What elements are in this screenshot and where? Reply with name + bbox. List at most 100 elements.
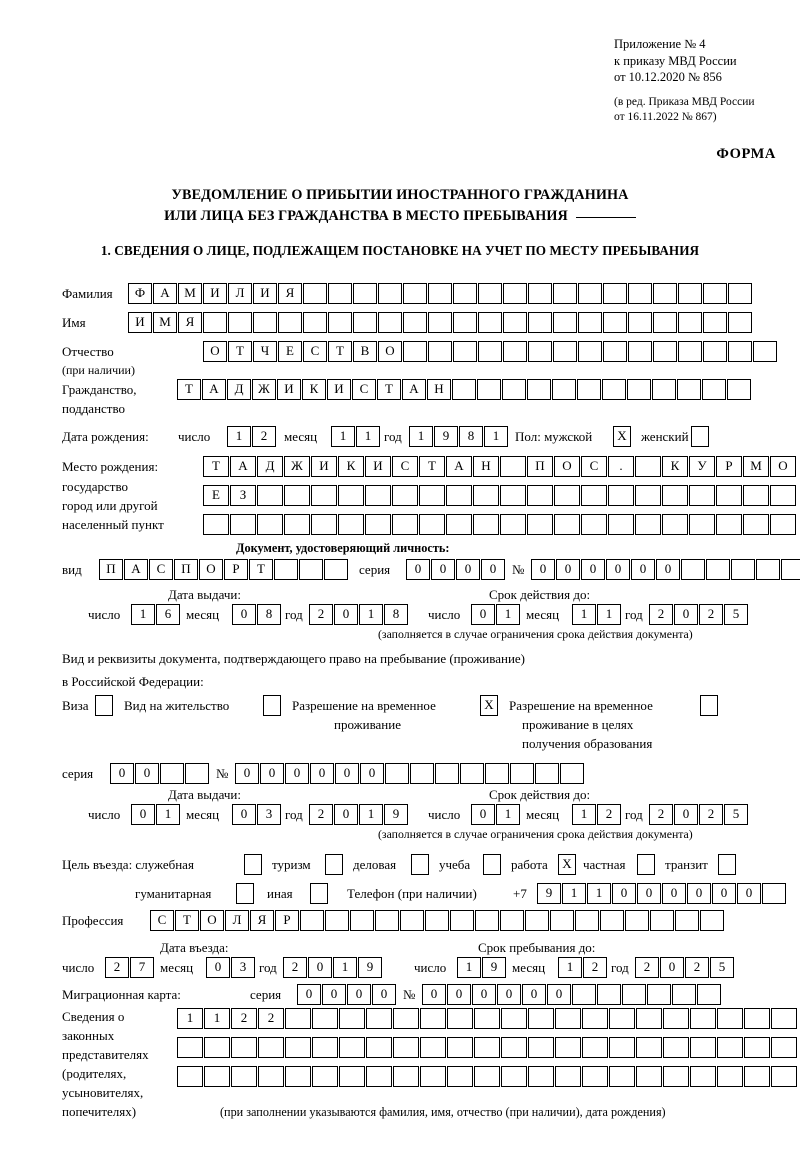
input-cell[interactable] (284, 514, 310, 535)
input-cell[interactable]: 0 (656, 559, 680, 580)
input-cell[interactable] (771, 1008, 797, 1029)
input-cell[interactable]: Е (278, 341, 302, 362)
input-cell[interactable] (625, 910, 649, 931)
purpose-private-checkbox[interactable] (637, 854, 655, 875)
input-cell[interactable] (435, 763, 459, 784)
input-cell[interactable] (253, 312, 277, 333)
input-cell[interactable] (460, 763, 484, 784)
input-cell[interactable] (477, 379, 501, 400)
input-cell[interactable] (185, 763, 209, 784)
input-cell[interactable]: О (199, 559, 223, 580)
input-cell[interactable] (339, 1037, 365, 1058)
input-cell[interactable] (663, 1066, 689, 1087)
input-cell[interactable]: . (608, 456, 634, 477)
input-cell[interactable] (312, 1066, 338, 1087)
input-cell[interactable] (603, 341, 627, 362)
input-cell[interactable] (502, 379, 526, 400)
input-cell[interactable]: М (743, 456, 769, 477)
input-cell[interactable] (328, 283, 352, 304)
input-cell[interactable] (284, 485, 310, 506)
input-cell[interactable] (177, 1037, 203, 1058)
residence-permit-checkbox[interactable] (263, 695, 281, 716)
input-cell[interactable] (703, 341, 727, 362)
input-cell[interactable]: Я (250, 910, 274, 931)
input-cell[interactable] (581, 485, 607, 506)
input-cell[interactable] (419, 514, 445, 535)
input-cell[interactable] (636, 1037, 662, 1058)
input-cell[interactable]: 1 (496, 604, 520, 625)
purpose-official-checkbox[interactable] (244, 854, 262, 875)
input-cell[interactable] (325, 910, 349, 931)
input-cell[interactable]: Н (473, 456, 499, 477)
legal-rep-row-3-cells[interactable] (177, 1066, 797, 1087)
input-cell[interactable] (303, 283, 327, 304)
input-cell[interactable] (728, 341, 752, 362)
input-cell[interactable] (602, 379, 626, 400)
input-cell[interactable]: 0 (360, 763, 384, 784)
input-cell[interactable]: 7 (130, 957, 154, 978)
input-cell[interactable]: 0 (674, 804, 698, 825)
input-cell[interactable]: 0 (522, 984, 546, 1005)
input-cell[interactable]: М (178, 283, 202, 304)
input-cell[interactable] (603, 283, 627, 304)
input-cell[interactable] (203, 514, 229, 535)
input-cell[interactable] (447, 1066, 473, 1087)
input-cell[interactable]: 1 (131, 604, 155, 625)
input-cell[interactable]: 2 (258, 1008, 284, 1029)
input-cell[interactable]: 0 (637, 883, 661, 904)
input-cell[interactable] (553, 283, 577, 304)
input-cell[interactable]: Т (328, 341, 352, 362)
input-cell[interactable]: 1 (156, 804, 180, 825)
input-cell[interactable]: Ж (252, 379, 276, 400)
input-cell[interactable] (636, 1008, 662, 1029)
input-cell[interactable]: И (365, 456, 391, 477)
input-cell[interactable] (681, 559, 705, 580)
input-cell[interactable]: 1 (597, 604, 621, 625)
input-cell[interactable]: 2 (283, 957, 307, 978)
input-cell[interactable]: 0 (334, 804, 358, 825)
input-cell[interactable] (500, 456, 526, 477)
input-cell[interactable] (578, 341, 602, 362)
input-cell[interactable]: 2 (597, 804, 621, 825)
input-cell[interactable]: И (253, 283, 277, 304)
input-cell[interactable]: Ж (284, 456, 310, 477)
input-cell[interactable]: 1 (177, 1008, 203, 1029)
input-cell[interactable] (257, 485, 283, 506)
input-cell[interactable]: И (128, 312, 152, 333)
input-cell[interactable]: Ч (253, 341, 277, 362)
input-cell[interactable] (450, 910, 474, 931)
input-cell[interactable]: П (527, 456, 553, 477)
input-cell[interactable]: 1 (484, 426, 508, 447)
input-cell[interactable]: 0 (606, 559, 630, 580)
input-cell[interactable] (652, 379, 676, 400)
input-cell[interactable] (572, 984, 596, 1005)
input-cell[interactable] (228, 312, 252, 333)
input-cell[interactable]: 1 (562, 883, 586, 904)
input-cell[interactable]: 1 (356, 426, 380, 447)
input-cell[interactable]: 5 (710, 957, 734, 978)
input-cell[interactable] (578, 312, 602, 333)
input-cell[interactable]: 0 (335, 763, 359, 784)
input-cell[interactable] (727, 379, 751, 400)
input-cell[interactable] (703, 312, 727, 333)
temp-residence-checkbox[interactable]: X (480, 695, 498, 716)
input-cell[interactable] (428, 312, 452, 333)
input-cell[interactable] (447, 1008, 473, 1029)
input-cell[interactable]: О (770, 456, 796, 477)
input-cell[interactable] (510, 763, 534, 784)
input-cell[interactable]: 0 (471, 604, 495, 625)
input-cell[interactable]: 1 (558, 957, 582, 978)
input-cell[interactable]: 2 (583, 957, 607, 978)
input-cell[interactable]: 9 (482, 957, 506, 978)
input-cell[interactable] (231, 1037, 257, 1058)
input-cell[interactable] (603, 312, 627, 333)
input-cell[interactable] (393, 1066, 419, 1087)
input-cell[interactable]: 0 (456, 559, 480, 580)
input-cell[interactable]: 1 (496, 804, 520, 825)
input-cell[interactable] (500, 485, 526, 506)
